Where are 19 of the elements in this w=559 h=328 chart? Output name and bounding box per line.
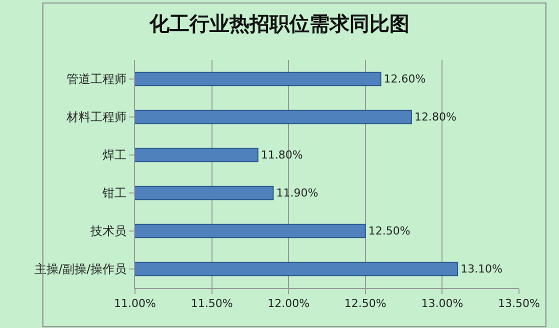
x-tick-label: 13.50% (498, 297, 540, 310)
y-tick-label: 材料工程师 (66, 110, 127, 124)
chart-title: 化工行业热招职位需求同比图 (148, 11, 410, 36)
x-tick-label: 11.50% (190, 297, 233, 310)
y-tick-label: 技术员 (90, 224, 127, 238)
x-tick-label: 12.00% (268, 297, 310, 310)
x-tick-label: 11.00% (114, 297, 156, 310)
data-label: 12.50% (368, 224, 410, 238)
data-label: 11.80% (260, 148, 303, 162)
data-label: 13.10% (460, 262, 503, 276)
y-tick-label: 钳工 (102, 186, 127, 200)
data-label: 12.80% (414, 110, 456, 124)
y-tick-label: 主操/副操/操作员 (34, 262, 127, 276)
y-tick-label: 焊工 (102, 148, 127, 162)
data-label: 12.60% (384, 72, 426, 86)
x-tick-label: 13.00% (421, 297, 464, 310)
x-tick-label: 12.50% (344, 297, 386, 310)
data-label: 11.90% (276, 186, 318, 200)
y-tick-label: 管道工程师 (66, 72, 127, 86)
